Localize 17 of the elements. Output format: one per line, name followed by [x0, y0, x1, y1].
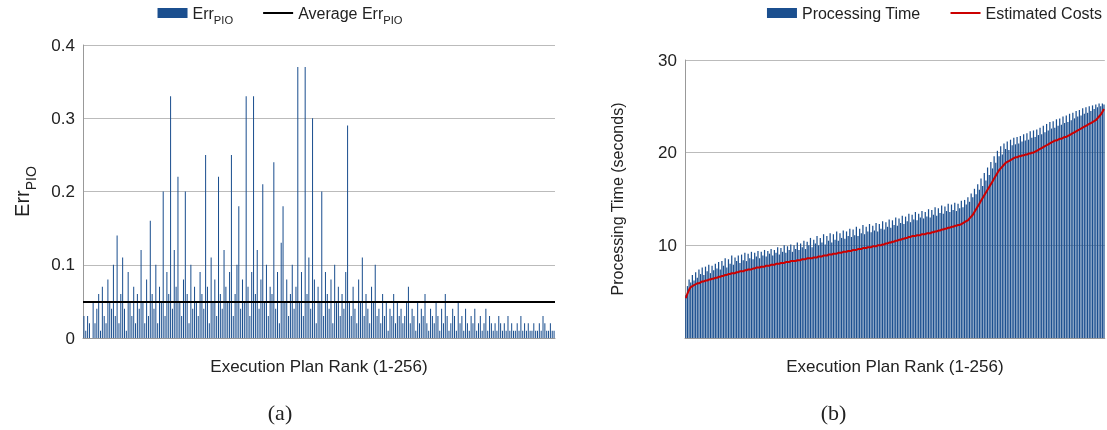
text: (b)	[820, 399, 847, 425]
y-axis-title: ErrPIO	[11, 166, 39, 217]
y-tick-label: 0.2	[51, 182, 75, 201]
x-axis-title: Execution Plan Rank (1-256)	[210, 357, 428, 376]
y-tick-label: 0.4	[51, 35, 75, 55]
y-tick-label: 30	[658, 50, 677, 70]
legend-label: Processing Time	[801, 4, 921, 22]
y-tick-label: 20	[658, 143, 677, 163]
y-tick-label: 10	[658, 235, 677, 255]
text: (a)	[267, 399, 293, 425]
y-tick-label: 0.3	[51, 108, 75, 128]
legend-label: Estimated Costs	[985, 4, 1102, 22]
y-tick-label: 0	[65, 328, 75, 348]
x-axis-title: Execution Plan Rank (1-256)	[786, 357, 1004, 376]
line-series	[684, 108, 1105, 300]
y-tick-label: 0.1	[51, 255, 75, 275]
y-axis-title: Processing Time (seconds)	[608, 102, 626, 296]
